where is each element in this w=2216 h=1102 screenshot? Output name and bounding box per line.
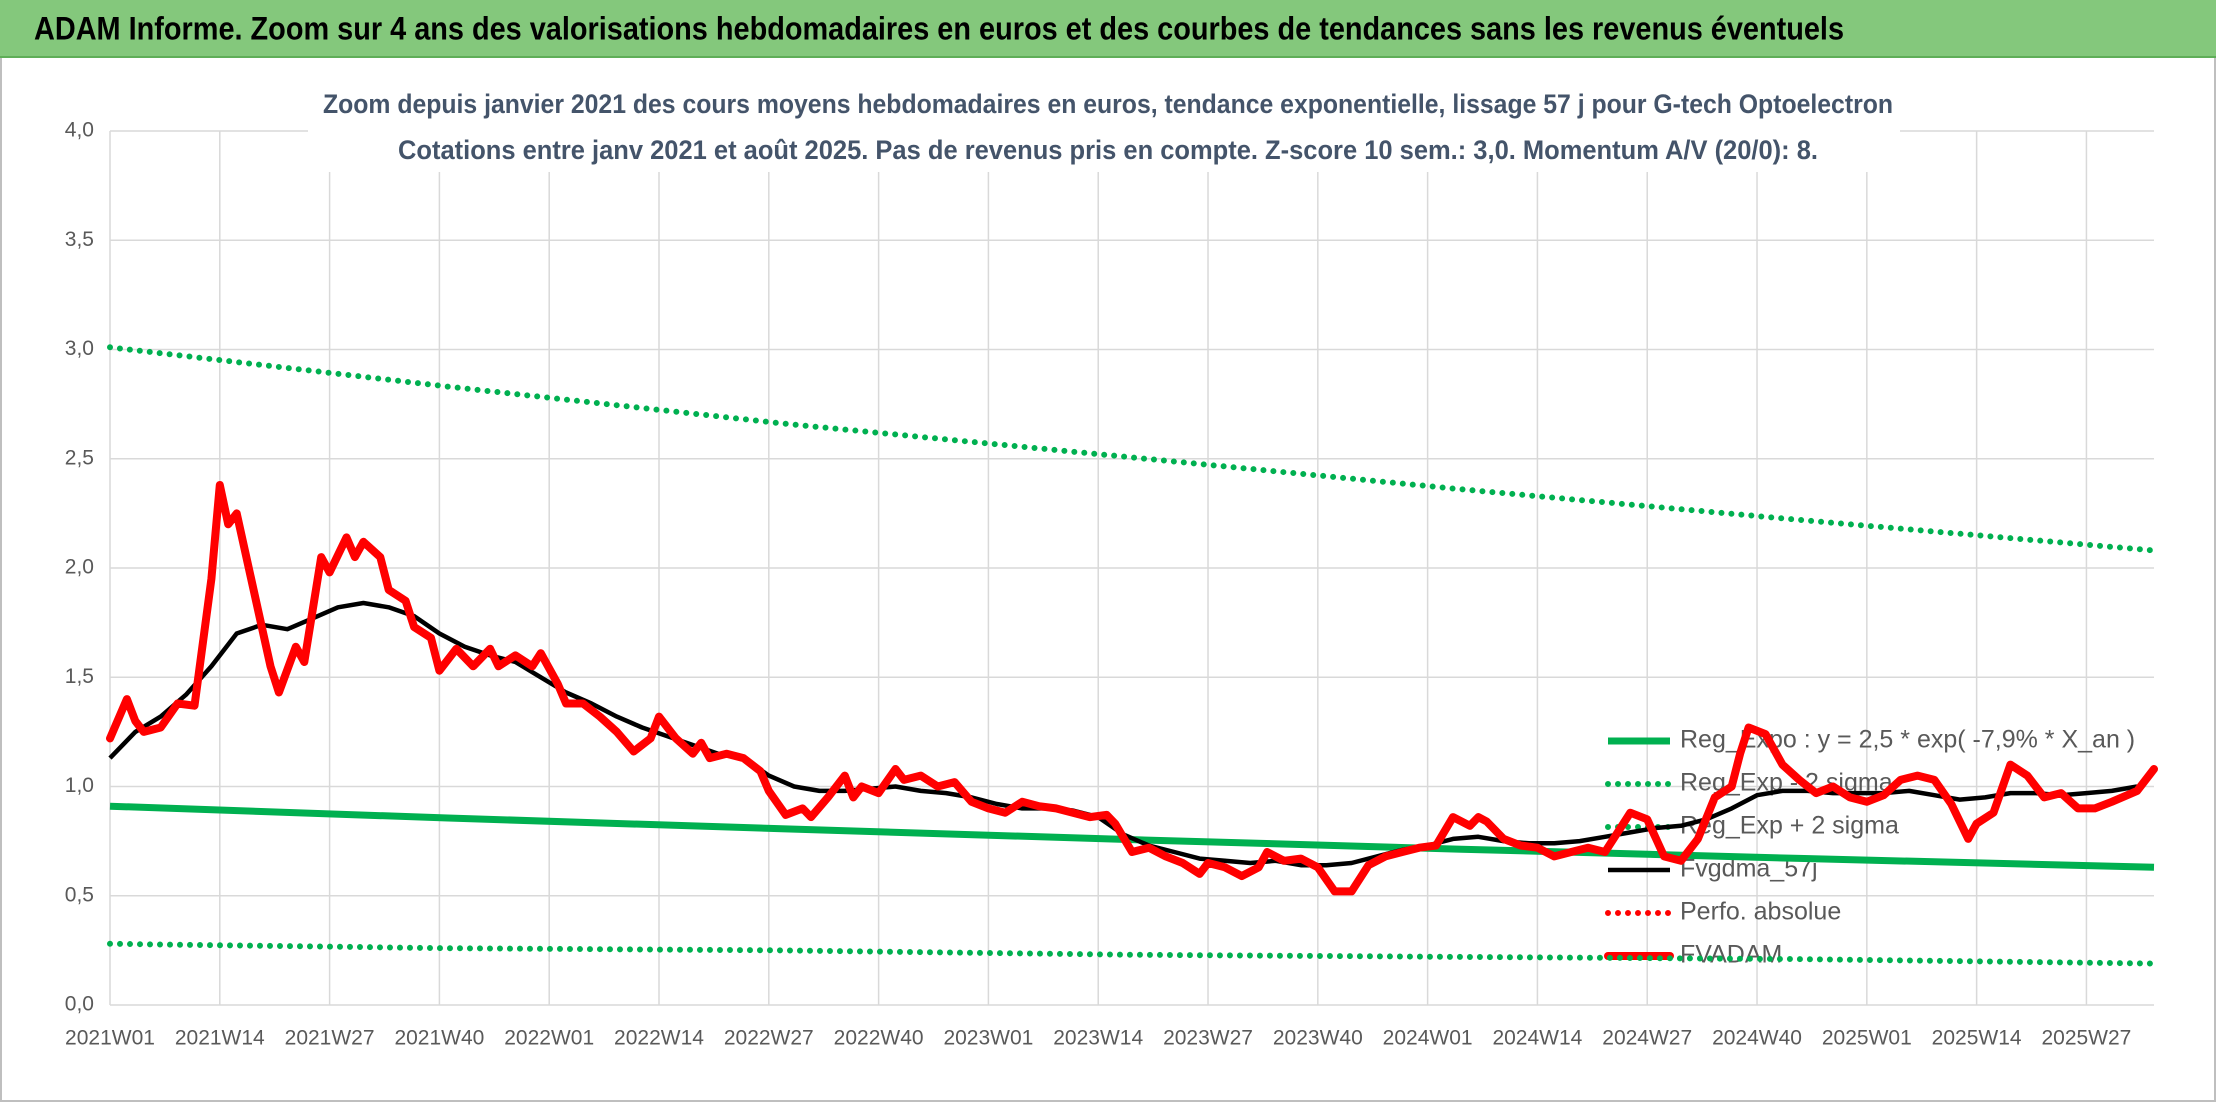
x-tick-label: 2021W01 <box>65 1027 155 1050</box>
x-tick-label: 2025W01 <box>1822 1027 1912 1050</box>
x-tick-label: 2022W40 <box>834 1027 924 1050</box>
chart-title: ADAM Informe. Zoom sur 4 ans des valoris… <box>34 10 1844 46</box>
title-banner <box>0 0 2216 57</box>
x-tick-label: 2023W40 <box>1273 1027 1363 1050</box>
x-tick-label: 2023W01 <box>943 1027 1033 1050</box>
y-tick-label: 3,5 <box>65 228 94 251</box>
legend-label: Perfo. absolue <box>1680 898 1841 926</box>
x-tick-label: 2022W27 <box>724 1027 814 1050</box>
y-tick-label: 1,0 <box>65 774 94 797</box>
subtitle-box <box>308 84 1900 172</box>
y-tick-label: 4,0 <box>65 119 94 142</box>
x-tick-label: 2022W01 <box>504 1027 594 1050</box>
subtitle: Cotations entre janv 2021 et août 2025. … <box>398 135 1818 165</box>
x-tick-label: 2021W14 <box>175 1027 265 1050</box>
y-tick-label: 2,0 <box>65 556 94 579</box>
series-line <box>106 481 2158 896</box>
x-tick-label: 2024W40 <box>1712 1027 1802 1050</box>
x-tick-label: 2023W27 <box>1163 1027 1253 1050</box>
x-tick-label: 2025W14 <box>1932 1027 2022 1050</box>
x-tick-label: 2021W40 <box>394 1027 484 1050</box>
subtitle: Zoom depuis janvier 2021 des cours moyen… <box>323 89 1893 119</box>
x-tick-label: 2022W14 <box>614 1027 704 1050</box>
series-line <box>107 344 2157 554</box>
x-tick-label: 2024W27 <box>1602 1027 1692 1050</box>
series-line <box>107 940 2157 967</box>
legend-label: FVADAM <box>1680 941 1782 969</box>
x-tick-label: 2024W14 <box>1492 1027 1582 1050</box>
y-tick-label: 0,5 <box>65 883 94 906</box>
y-tick-label: 0,0 <box>65 993 94 1016</box>
x-tick-label: 2023W14 <box>1053 1027 1143 1050</box>
y-tick-label: 3,0 <box>65 337 94 360</box>
x-tick-label: 2021W27 <box>285 1027 375 1050</box>
grid: 0,0 0,5 1,0 1,5 2,0 2,5 3,0 3,5 4,0 2021W01 2021W1… <box>65 119 2154 1050</box>
plot-lines <box>106 344 2158 967</box>
x-tick-label: 2024W01 <box>1383 1027 1473 1050</box>
y-tick-label: 2,5 <box>65 446 94 469</box>
x-tick-label: 2025W27 <box>2041 1027 2131 1050</box>
y-tick-label: 1,5 <box>65 665 94 688</box>
